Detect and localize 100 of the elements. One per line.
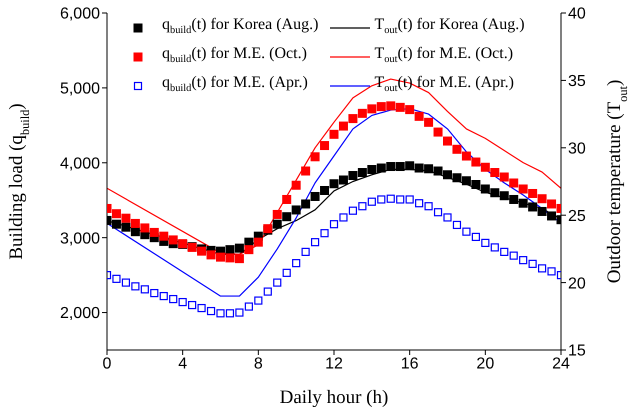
point — [462, 176, 471, 186]
point — [282, 268, 291, 277]
point — [225, 245, 234, 254]
point — [376, 164, 386, 173]
y2-tick-label: 25 — [568, 208, 586, 225]
point — [273, 278, 282, 287]
point — [519, 256, 528, 264]
y2-tick-label: 15 — [568, 342, 586, 360]
point — [386, 162, 396, 172]
point — [150, 288, 158, 298]
y2-tick-label: 30 — [568, 140, 586, 158]
point — [518, 184, 528, 194]
point — [547, 199, 556, 208]
y2-tick-label: 40 — [568, 6, 586, 23]
point — [396, 162, 405, 172]
point — [234, 244, 244, 253]
point — [480, 184, 490, 194]
point — [452, 144, 462, 154]
point — [396, 195, 404, 204]
point — [462, 152, 471, 161]
point — [339, 213, 348, 222]
legend-label: T$_{out}$(t) for Korea (Aug.) — [374, 15, 525, 38]
point — [358, 168, 367, 178]
point — [122, 278, 130, 287]
x-tick-label: 16 — [400, 355, 419, 372]
point — [168, 235, 178, 244]
point — [301, 166, 310, 176]
point — [547, 211, 556, 220]
point — [386, 101, 396, 110]
point — [500, 172, 509, 182]
point — [424, 118, 434, 127]
point — [414, 112, 424, 121]
point — [272, 220, 282, 229]
point — [330, 220, 338, 228]
point — [528, 202, 538, 212]
point — [386, 194, 395, 203]
point — [310, 238, 320, 246]
point — [509, 194, 518, 204]
point — [471, 180, 480, 189]
x-tick-label: 20 — [476, 355, 494, 372]
point — [244, 302, 253, 311]
point — [292, 205, 301, 214]
x-axis-title: Daily hour (h) — [280, 387, 388, 407]
legend-label: q$_{build}$(t) for M.E. (Apr.) — [162, 73, 308, 97]
point — [112, 274, 121, 283]
y-tick-label: 5,000 — [60, 80, 100, 98]
point — [254, 238, 263, 247]
point — [472, 232, 480, 242]
point — [197, 246, 206, 256]
point — [282, 212, 292, 222]
point — [310, 192, 320, 201]
point — [377, 195, 386, 204]
point — [292, 180, 301, 190]
point — [358, 202, 366, 210]
point — [169, 294, 178, 304]
point — [490, 188, 500, 198]
point — [538, 206, 547, 216]
point — [216, 309, 225, 318]
point — [509, 178, 518, 188]
point — [424, 164, 434, 174]
point — [272, 210, 282, 219]
point — [130, 218, 140, 228]
point — [480, 162, 490, 172]
point — [206, 306, 216, 316]
x-tick-label: 8 — [254, 355, 263, 372]
point — [348, 114, 358, 124]
point — [226, 309, 234, 318]
point — [159, 232, 168, 241]
point — [415, 199, 424, 208]
point — [424, 202, 433, 210]
x-tick-label: 24 — [552, 355, 570, 372]
point — [376, 102, 386, 112]
point — [368, 198, 376, 206]
point — [330, 179, 338, 188]
point — [490, 168, 500, 178]
point — [206, 250, 216, 260]
point — [434, 208, 442, 216]
y-tick-label: 2,000 — [60, 305, 100, 322]
point — [462, 228, 471, 236]
point — [244, 245, 254, 254]
point — [518, 198, 528, 208]
point — [396, 102, 405, 112]
point — [121, 214, 130, 223]
y-tick-label: 4,000 — [60, 155, 100, 172]
y2-tick-label: 35 — [568, 73, 586, 90]
point — [330, 130, 338, 139]
x-tick-label: 0 — [102, 355, 112, 372]
point — [510, 252, 518, 260]
point — [500, 248, 508, 256]
point — [348, 171, 358, 180]
point — [338, 122, 348, 131]
point — [490, 243, 499, 252]
y-tick-label: 3,000 — [60, 230, 100, 248]
point — [367, 165, 376, 174]
point — [225, 253, 234, 262]
point — [188, 300, 196, 310]
point — [348, 206, 358, 215]
point — [538, 264, 546, 272]
point — [434, 128, 443, 137]
point — [234, 254, 244, 264]
